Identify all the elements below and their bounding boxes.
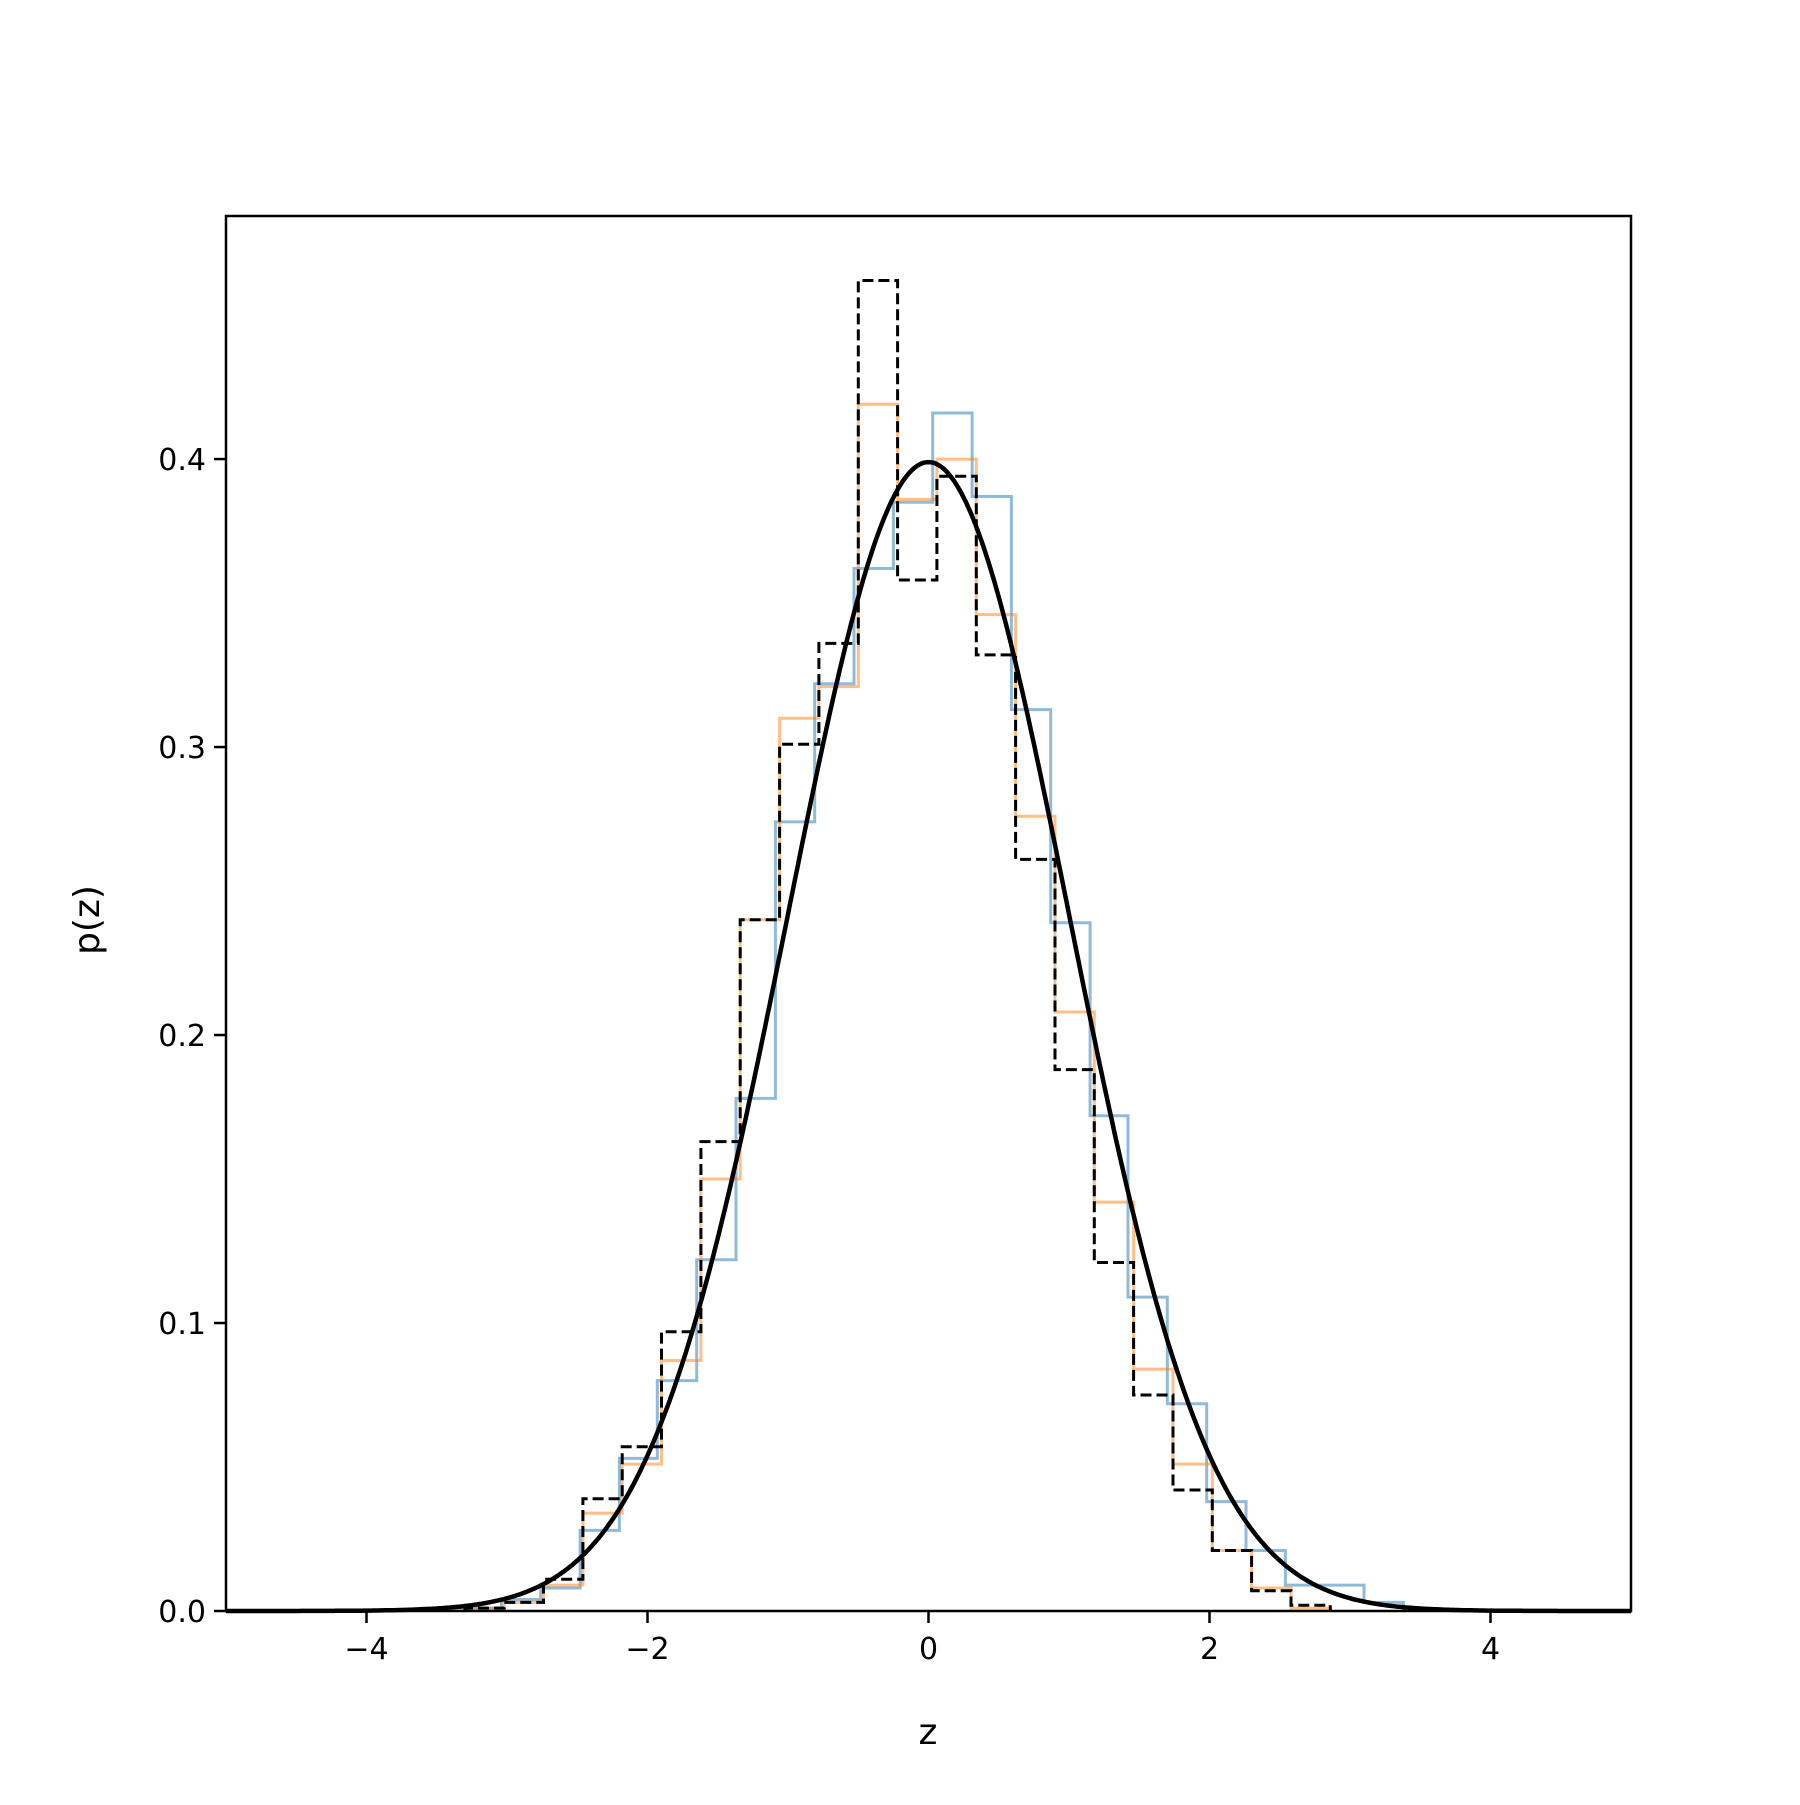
- y-tick-label: 0.0: [158, 1595, 206, 1630]
- y-tick-label: 0.4: [158, 443, 206, 478]
- y-tick-label: 0.3: [158, 731, 206, 766]
- y-axis-label: p(z): [67, 885, 108, 955]
- x-tick-label: −2: [625, 1632, 669, 1667]
- y-axis: 0.0 0.1 0.2 0.3 0.4: [158, 443, 226, 1630]
- x-tick-label: 4: [1481, 1632, 1500, 1667]
- x-tick-label: 0: [919, 1632, 938, 1667]
- x-axis-label: z: [919, 1712, 938, 1753]
- histogram-series-3: [463, 279, 1332, 1611]
- y-tick-label: 0.2: [158, 1019, 206, 1054]
- y-tick-label: 0.1: [158, 1307, 206, 1342]
- histogram-series-2: [463, 402, 1332, 1611]
- x-tick-label: −4: [344, 1632, 388, 1667]
- normal-pdf-curve: [226, 459, 1631, 1614]
- histogram-series-1: [421, 411, 1405, 1611]
- plot-area: [226, 279, 1631, 1614]
- x-tick-label: 2: [1200, 1632, 1219, 1667]
- x-axis: −4 −2 0 2 4: [344, 1611, 1500, 1667]
